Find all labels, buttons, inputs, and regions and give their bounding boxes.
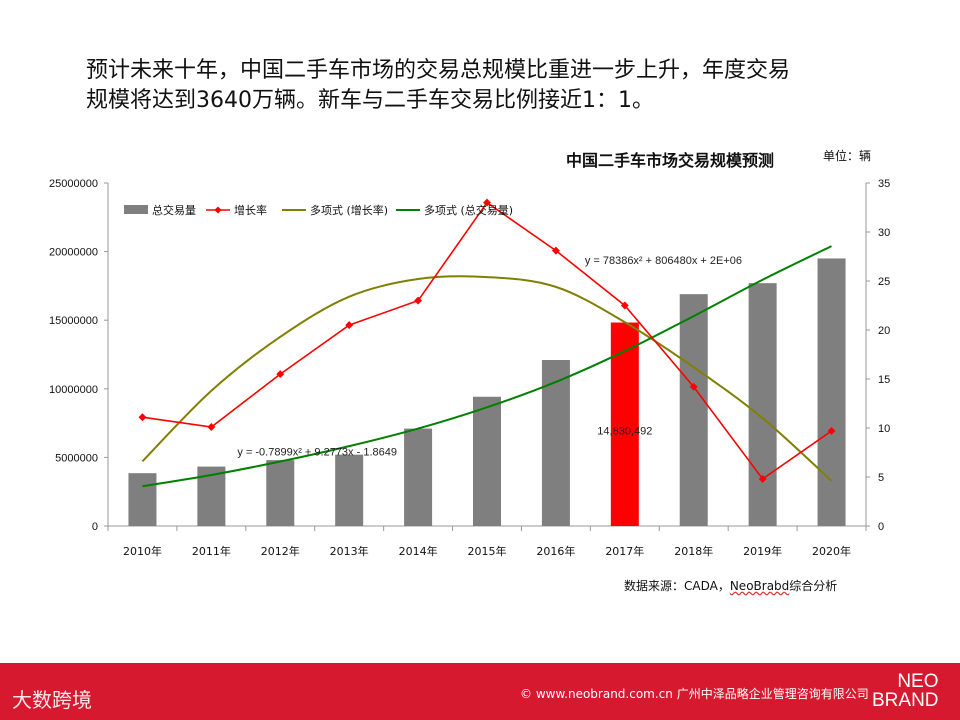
unit-label: 单位：辆 [823,149,872,163]
x-tick-label: 2013年 [330,544,369,558]
y-tick-label-left: 10000000 [49,384,98,396]
legend-label: 增长率 [234,203,267,217]
growth-point [551,246,560,255]
y-tick-label-right: 35 [878,178,890,190]
source-brand: NeoBrabd [729,579,790,593]
growth-point [483,198,491,207]
legend-item: 增长率 [206,203,267,217]
footer-copyright: © www.neobrand.com.cn 广州中泽品略企业管理咨询有限公司 [520,687,869,701]
footer-logo-text: 大数跨境 [12,688,92,712]
y-tick-label-right: 20 [878,325,890,337]
legend-item: 多项式 (增长率) [282,203,388,217]
chart-title: 中国二手车市场交易规模预测 [566,151,775,170]
y-tick-label-left: 0 [92,521,98,533]
growth-point [414,296,423,305]
source-suffix: 综合分析 [789,579,838,593]
footer-brand-line-2: BRAND [872,690,939,711]
growth-point [138,413,147,422]
trend-line-total [142,245,832,488]
footer-bar [0,663,960,720]
chart-labels: 14,830,492 y = -0.7899x² + 9.2773x - 1.86… [237,255,742,458]
growth-point [207,423,216,431]
bar [748,283,777,526]
y-tick-label-left: 5000000 [55,452,98,464]
equation-total-trend: y = 78386x² + 806480x + 2E+06 [585,255,742,267]
x-tick-label: 2020年 [812,544,851,558]
trend-lines [141,245,833,488]
growth-point [345,321,354,330]
bar [266,460,295,526]
bar [473,396,501,526]
y-tick-label-right: 30 [878,227,890,239]
bar [335,454,364,526]
bar-highlight [610,322,639,526]
bar [404,428,433,526]
headline: 预计未来十年，中国二手车市场的交易总规模比重进一步上升，年度交易 规模将达到36… [86,56,886,116]
x-tick-label: 2018年 [674,544,713,558]
legend-swatch-marker [214,206,222,214]
x-tick-label: 2016年 [536,544,575,558]
source-prefix: 数据来源：CADA， [624,579,730,593]
headline-line-2: 规模将达到3640万辆。新车与二手车交易比例接近1：1。 [86,88,654,113]
y-tick-label-left: 20000000 [49,247,98,259]
legend-label: 多项式 (增长率) [310,203,388,217]
headline-line-1: 预计未来十年，中国二手车市场的交易总规模比重进一步上升，年度交易 [86,58,791,83]
legend-item: 多项式 (总交易量) [396,203,513,217]
growth-point [689,382,698,391]
y-tick-label-right: 15 [878,374,890,386]
y-tick-label-right: 10 [878,423,890,435]
y-tick-label-right: 25 [878,276,890,288]
bar [128,473,157,526]
legend-label: 总交易量 [152,203,196,217]
legend-item: 总交易量 [124,203,196,217]
equation-growth-trend: y = -0.7899x² + 9.2773x - 1.8649 [237,447,397,459]
bar-series [128,258,846,526]
x-tick-label: 2019年 [743,544,782,558]
y-tick-label-left: 15000000 [49,315,98,327]
bar [679,294,708,526]
trend-line-growth [141,275,833,482]
y-tick-label-right: 5 [878,472,884,484]
chart-svg: 0 5000000 10000000 15000000 20000000 25000000… [49,178,890,558]
x-tick-label: 2015年 [468,544,507,558]
y-tick-label-left: 25000000 [49,178,98,190]
bar [541,359,570,526]
growth-point [276,370,285,379]
legend-label: 多项式 (总交易量) [424,203,513,217]
source-note: 数据来源：CADA，NeoBrabd综合分析 [624,577,837,594]
footer-brand-logo: NEO BRAND [872,672,939,710]
y-tick-label-right: 0 [878,521,884,533]
footer-brand-line-1: NEO [897,671,939,692]
x-tick-label: 2010年 [123,544,162,558]
x-tick-label: 2011年 [192,544,231,558]
footer-logo-left: 大数跨境 [12,684,92,713]
legend-swatch-bar [124,205,148,214]
x-tick-label: 2017年 [605,544,644,558]
chart-legend: 总交易量 增长率 多项式 (增长率) 多项式 (总交易量) [124,203,513,217]
chart-axes: 0 5000000 10000000 15000000 20000000 25000000… [49,178,890,558]
x-tick-label: 2014年 [399,544,438,558]
x-tick-label: 2012年 [261,544,300,558]
bar [817,258,846,526]
highlight-value-label: 14,830,492 [597,426,652,438]
